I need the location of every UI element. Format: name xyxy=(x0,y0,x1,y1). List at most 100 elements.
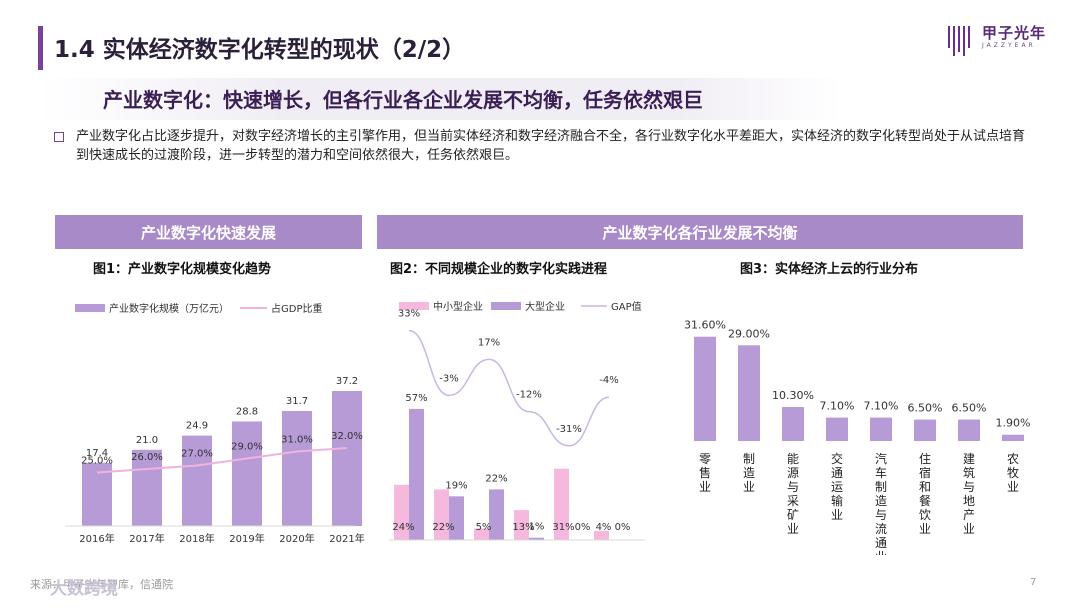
title-accent-bar xyxy=(38,26,43,70)
bar-industry-1 xyxy=(738,345,760,441)
bar-sme-2 xyxy=(474,528,489,540)
chart2-svg: 中小型企业 大型企业 GAP值 24% 57% 33% 22% 19% -3% 5% 22% 1… xyxy=(389,300,645,541)
subtitle: 产业数字化：快速增长，但各行业各企业发展不均衡，任务依然艰巨 xyxy=(103,88,703,112)
bar-label-scale-0: 17.4 xyxy=(86,448,108,459)
bar-label-industry-1: 29.00% xyxy=(728,327,770,340)
bar-label-industry-4: 7.10% xyxy=(864,400,899,413)
bar-sme-0 xyxy=(394,484,409,540)
bar-label-large-3: 1% xyxy=(529,522,545,533)
x-tick-industry-3: 交通运输业 xyxy=(831,451,843,522)
bar-scale-3 xyxy=(232,421,262,526)
footer-brand: 大数跨境 xyxy=(50,579,118,599)
subtitle-background xyxy=(40,78,840,120)
line-label-gdp-4: 31.0% xyxy=(281,435,313,446)
bar-label-large-5: 0% xyxy=(615,522,631,533)
line-gap xyxy=(408,329,610,447)
fig1-title: 图1：产业数字化规模变化趋势 xyxy=(93,262,272,277)
bar-label-sme-4: 31% xyxy=(552,522,574,533)
bar-label-scale-2: 24.9 xyxy=(186,421,208,432)
banner-right: 产业数字化各行业发展不均衡 xyxy=(377,215,1023,249)
line-label-gap-0: 33% xyxy=(398,309,420,320)
x-tick-4: 2020年 xyxy=(279,532,314,545)
logo-icon xyxy=(948,26,970,56)
bullet-square-icon xyxy=(54,132,64,142)
bar-label-industry-3: 7.10% xyxy=(820,400,855,413)
x-tick-3: 2019年 xyxy=(229,532,264,545)
bar-scale-4 xyxy=(282,410,312,526)
page-title: 1.4 实体经济数字化转型的现状（2/2） xyxy=(54,37,466,63)
bar-large-1 xyxy=(449,496,464,540)
chart3-svg: 31.60% 零售业 29.00% 制造业 10.30% 能源与采矿业 7.10% 交通运输业… xyxy=(684,319,1031,555)
bar-label-scale-3: 28.8 xyxy=(236,406,258,417)
bar-industry-5 xyxy=(914,419,936,441)
summary-text: 产业数字化占比逐步提升，对数字经济增长的主引擎作用，但当前实体经济和数字经济融合… xyxy=(76,129,1026,163)
bar-industry-2 xyxy=(782,407,804,441)
bar-sme-3 xyxy=(514,510,529,540)
bar-label-large-4: 0% xyxy=(575,522,591,533)
bar-label-sme-0: 24% xyxy=(392,522,414,533)
bar-large-2 xyxy=(489,489,504,540)
bar-label-industry-7: 1.90% xyxy=(996,417,1031,430)
bar-industry-3 xyxy=(826,417,848,441)
bar-sme-4 xyxy=(554,468,569,540)
bar-label-industry-0: 31.60% xyxy=(684,319,726,332)
bar-label-sme-2: 5% xyxy=(476,522,492,533)
legend-swatch-scale xyxy=(75,304,105,312)
legend-label-gdp: 占GDP比重 xyxy=(271,302,322,315)
x-tick-5: 2021年 xyxy=(329,532,364,545)
line-label-gap-4: -31% xyxy=(556,424,582,435)
line-label-gdp-0: 25.0% xyxy=(81,456,113,467)
bar-label-industry-6: 6.50% xyxy=(952,402,987,415)
bar-sme-1 xyxy=(434,489,449,540)
bar-label-scale-4: 31.7 xyxy=(286,396,308,407)
line-label-gap-2: 17% xyxy=(478,337,500,348)
line-label-gdp-2: 27.0% xyxy=(181,449,213,460)
bar-industry-7 xyxy=(1002,434,1024,441)
legend-swatch-large xyxy=(491,302,521,310)
page-number: 7 xyxy=(1030,577,1037,588)
logo-subtext: JAZZYEAR xyxy=(982,42,1036,49)
bar-large-3 xyxy=(529,537,544,540)
legend-label-large: 大型企业 xyxy=(525,300,565,313)
logo-text: 甲子光年 xyxy=(982,24,1047,42)
bar-industry-4 xyxy=(870,417,892,441)
x-tick-industry-4: 汽车制造与流通业 xyxy=(875,451,887,555)
fig3-title: 图3：实体经济上云的行业分布 xyxy=(740,262,919,277)
bar-industry-0 xyxy=(694,336,716,441)
line-label-gap-1: -3% xyxy=(439,373,458,384)
x-tick-industry-6: 建筑与地产业 xyxy=(963,452,975,536)
chart1-svg: 产业数字化规模（万亿元） 占GDP比重 17.4 2016年 25.0% 21.0 20… xyxy=(65,302,365,545)
x-tick-industry-7: 农牧业 xyxy=(1007,452,1019,494)
bar-label-industry-2: 10.30% xyxy=(772,389,814,402)
x-tick-industry-2: 能源与采矿业 xyxy=(787,452,799,536)
bar-industry-6 xyxy=(958,419,980,441)
x-tick-1: 2017年 xyxy=(129,532,164,545)
x-tick-0: 2016年 xyxy=(79,532,114,545)
bar-label-sme-5: 4% xyxy=(596,522,612,533)
fig2-title: 图2：不同规模企业的数字化实践进程 xyxy=(390,262,608,277)
bar-scale-1 xyxy=(132,449,162,526)
line-label-gap-3: -12% xyxy=(516,390,542,401)
bar-large-0 xyxy=(409,408,424,540)
x-tick-2: 2018年 xyxy=(179,532,214,545)
banner-left: 产业数字化快速发展 xyxy=(55,215,362,249)
bar-label-sme-3: 13% xyxy=(512,522,534,533)
x-tick-industry-5: 住宿和餐饮业 xyxy=(919,452,931,536)
x-tick-industry-0: 零售业 xyxy=(699,452,711,494)
bar-scale-0 xyxy=(82,462,112,526)
line-label-gdp-1: 26.0% xyxy=(131,452,163,463)
bar-scale-2 xyxy=(182,435,212,526)
legend-swatch-sme xyxy=(399,302,429,310)
line-gdp-share xyxy=(96,447,348,474)
bar-label-industry-5: 6.50% xyxy=(908,402,943,415)
bar-scale-5 xyxy=(332,390,362,526)
footer-source: 来源：甲子光年智库，信通院 xyxy=(30,578,173,591)
bar-label-scale-1: 21.0 xyxy=(136,435,158,446)
bar-label-sme-1: 22% xyxy=(432,522,454,533)
legend-label-gap: GAP值 xyxy=(611,300,642,313)
legend-label-sme: 中小型企业 xyxy=(433,300,483,313)
x-tick-industry-1: 制造业 xyxy=(743,452,755,494)
line-label-gdp-3: 29.0% xyxy=(231,442,263,453)
line-label-gap-5: -4% xyxy=(599,375,618,386)
bar-label-large-0: 57% xyxy=(405,393,427,404)
